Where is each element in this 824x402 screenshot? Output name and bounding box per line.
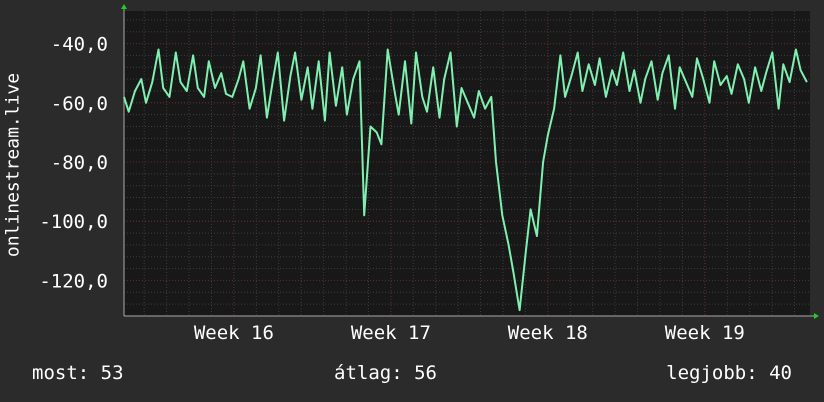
x-tick-label: Week 18 xyxy=(508,322,588,344)
y-axis-arrow xyxy=(121,4,127,9)
x-tick-label: Week 19 xyxy=(665,322,745,344)
y-axis-label: onlinestream.live xyxy=(2,72,24,258)
x-tick-label: Week 17 xyxy=(351,322,431,344)
y-tick-label: -80,0 xyxy=(51,152,108,174)
x-tick-label: Week 16 xyxy=(194,322,274,344)
x-tick-labels: Week 16 Week 17 Week 18 Week 19 xyxy=(194,322,745,344)
stat-current: most: 53 xyxy=(32,362,124,384)
stat-average: átlag: 56 xyxy=(334,362,437,384)
y-tick-label: -40,0 xyxy=(51,34,108,56)
y-tick-label: -120,0 xyxy=(39,270,108,292)
y-tick-label: -60,0 xyxy=(51,93,108,115)
series-line xyxy=(123,48,808,312)
series-group xyxy=(123,48,808,312)
y-tick-labels: -40,0 -60,0 -80,0 -100,0 -120,0 xyxy=(39,34,108,293)
stat-best: legjobb: 40 xyxy=(666,362,792,384)
x-axis-arrow xyxy=(814,313,819,319)
y-tick-label: -100,0 xyxy=(39,211,108,233)
axes xyxy=(121,4,819,319)
plot-area xyxy=(124,11,810,316)
y-axis-label-container: onlinestream.live xyxy=(0,0,26,402)
